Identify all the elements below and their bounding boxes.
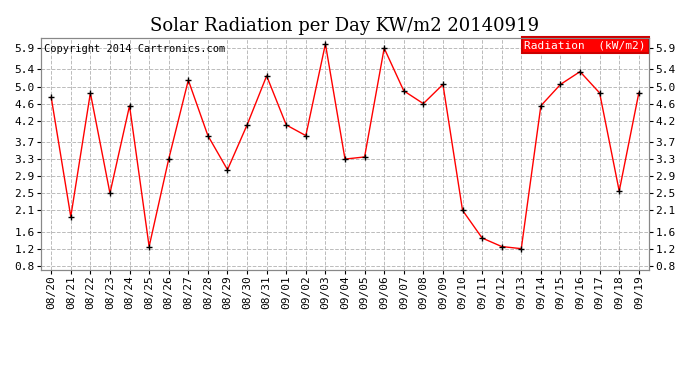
Text: Radiation  (kW/m2): Radiation (kW/m2) bbox=[524, 40, 646, 50]
Text: Copyright 2014 Cartronics.com: Copyright 2014 Cartronics.com bbox=[44, 45, 226, 54]
Title: Solar Radiation per Day KW/m2 20140919: Solar Radiation per Day KW/m2 20140919 bbox=[150, 16, 540, 34]
